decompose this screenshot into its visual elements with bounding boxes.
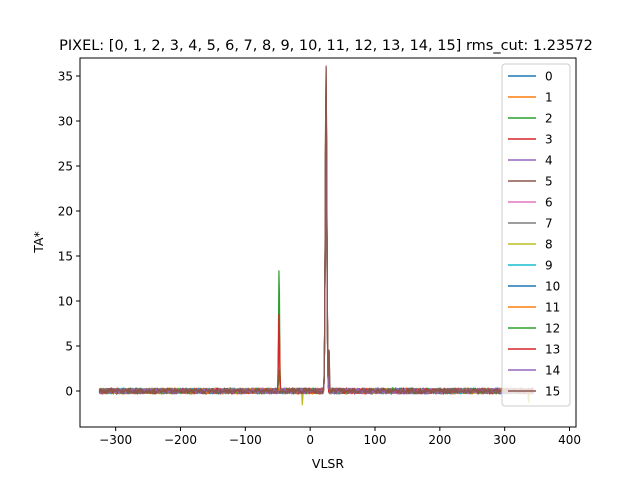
- x-tick-label: 300: [493, 433, 516, 447]
- y-axis-label: TA*: [31, 231, 46, 253]
- legend-entry-label: 13: [545, 343, 560, 357]
- x-tick-label: −100: [229, 433, 262, 447]
- x-tick-label: −300: [99, 433, 132, 447]
- axes-frame: [79, 57, 577, 428]
- x-tick-label: −200: [164, 433, 197, 447]
- legend-entry-label: 4: [545, 154, 553, 168]
- legend-entry-label: 10: [545, 280, 560, 294]
- legend-entry-label: 12: [545, 322, 560, 336]
- legend-entry-label: 6: [545, 196, 553, 210]
- x-tick-label: 0: [306, 433, 314, 447]
- chart-title: PIXEL: [0, 1, 2, 3, 4, 5, 6, 7, 8, 9, 10…: [59, 38, 593, 54]
- legend-entry-label: 5: [545, 175, 553, 189]
- y-tick-label: 10: [58, 295, 73, 309]
- x-tick-label: 200: [428, 433, 451, 447]
- legend-box: [501, 63, 571, 407]
- legend-entry-label: 7: [545, 217, 553, 231]
- y-tick-label: 5: [65, 340, 73, 354]
- x-tick-label: 400: [558, 433, 581, 447]
- y-tick-label: 30: [58, 115, 73, 129]
- series-lines: [98, 65, 535, 406]
- legend-entry-label: 1: [545, 91, 553, 105]
- y-tick-label: 15: [58, 250, 73, 264]
- x-tick-label: 100: [364, 433, 387, 447]
- y-tick-label: 35: [58, 70, 73, 84]
- legend-entry-label: 3: [545, 133, 553, 147]
- legend-entry-label: 11: [545, 301, 560, 315]
- y-tick-label: 25: [58, 160, 73, 174]
- x-axis-ticks: −300 −200 −100 0 100 200 300 400: [99, 427, 581, 447]
- y-axis-ticks: 0 5 10 15 20 25 30 35: [58, 70, 80, 399]
- legend-entry-label: 8: [545, 238, 553, 252]
- legend-entry-label: 2: [545, 112, 553, 126]
- series-line-15: [98, 67, 535, 395]
- legend-entry-label: 14: [545, 364, 560, 378]
- x-axis-label: VLSR: [312, 456, 344, 471]
- legend-entry-label: 0: [545, 70, 553, 84]
- legend-entry-label: 9: [545, 259, 553, 273]
- y-tick-label: 0: [65, 385, 73, 399]
- y-tick-label: 20: [58, 205, 73, 219]
- legend-entry-label: 15: [545, 385, 560, 399]
